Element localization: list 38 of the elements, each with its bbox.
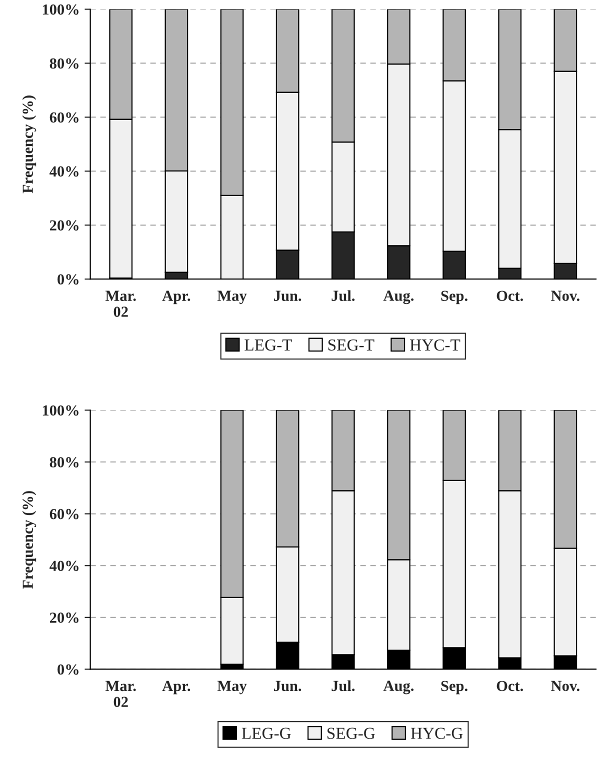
legend-label: HYC-T — [410, 339, 460, 351]
y-tick-label: 100% — [42, 4, 78, 15]
x-tick-label: Nov. — [551, 680, 580, 692]
x-tick-label: Mar. 02 — [105, 680, 136, 708]
x-tick-label: Apr. — [162, 680, 190, 694]
x-tick-label: May — [217, 290, 247, 304]
x-tick-label: Apr. — [162, 290, 190, 304]
y-tick-label: 0% — [58, 274, 78, 285]
y-tick-label: 80% — [50, 58, 78, 69]
x-tick-label: Aug. — [383, 680, 414, 694]
y-tick-label: 60% — [50, 112, 78, 123]
y-axis-title: Frequency (%) — [22, 96, 36, 194]
legend-label: HYC-G — [410, 728, 463, 739]
x-tick-label: Nov. — [551, 290, 580, 302]
x-tick-label: Jul. — [332, 680, 355, 692]
legend-label: LEG-T — [244, 339, 292, 351]
y-tick-label: 100% — [42, 405, 78, 416]
x-tick-label: Aug. — [383, 290, 414, 304]
legend-label: SEG-G — [327, 728, 375, 739]
y-axis-title: Frequency (%) — [22, 491, 36, 589]
x-tick-label: May — [217, 680, 247, 694]
x-tick-label: Oct. — [496, 290, 523, 302]
y-tick-label: 60% — [50, 508, 78, 520]
y-tick-label: 80% — [50, 457, 78, 468]
x-tick-label: Jun. — [274, 680, 302, 692]
y-tick-label: 40% — [50, 166, 78, 177]
y-tick-label: 0% — [58, 664, 78, 675]
y-tick-label: 40% — [50, 560, 78, 572]
legend-label: LEG-G — [242, 728, 291, 739]
legend-label: SEG-T — [328, 339, 374, 351]
x-tick-label: Oct. — [496, 680, 523, 692]
x-tick-label: Jun. — [274, 290, 302, 302]
y-tick-label: 20% — [50, 220, 78, 231]
x-tick-label: Jul. — [332, 290, 355, 302]
x-tick-label: Sep. — [441, 290, 468, 304]
x-tick-label: Sep. — [441, 680, 468, 694]
y-tick-label: 20% — [50, 612, 78, 623]
x-tick-label: Mar. 02 — [105, 290, 136, 317]
